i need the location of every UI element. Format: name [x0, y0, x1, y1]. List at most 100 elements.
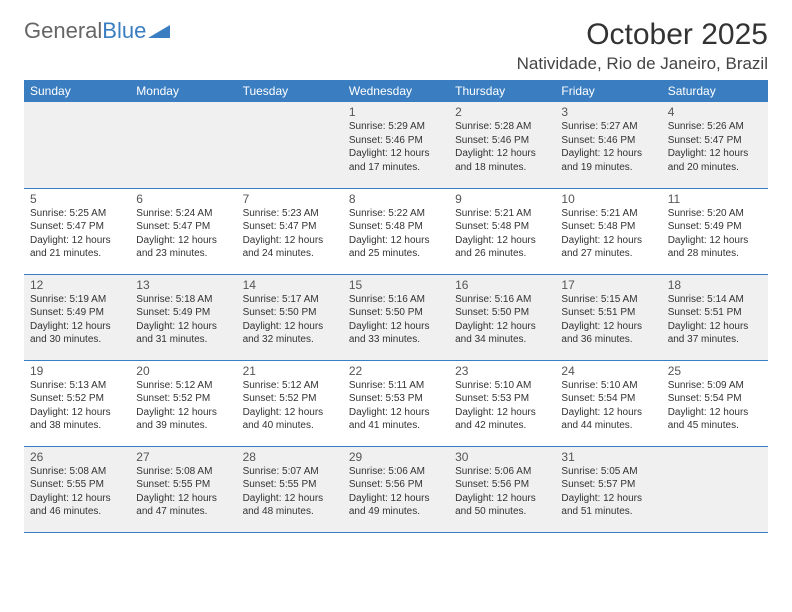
day-number: 10: [561, 192, 655, 206]
day-info: Sunrise: 5:16 AMSunset: 5:50 PMDaylight:…: [455, 293, 549, 347]
day-number: 5: [30, 192, 124, 206]
logo-text-2: Blue: [102, 18, 146, 44]
day-number: 20: [136, 364, 230, 378]
calendar-cell: 15Sunrise: 5:16 AMSunset: 5:50 PMDayligh…: [343, 274, 449, 360]
day-number: 16: [455, 278, 549, 292]
day-info: Sunrise: 5:08 AMSunset: 5:55 PMDaylight:…: [136, 465, 230, 519]
calendar-body: 1Sunrise: 5:29 AMSunset: 5:46 PMDaylight…: [24, 102, 768, 532]
calendar-week-row: 12Sunrise: 5:19 AMSunset: 5:49 PMDayligh…: [24, 274, 768, 360]
calendar-cell: 24Sunrise: 5:10 AMSunset: 5:54 PMDayligh…: [555, 360, 661, 446]
calendar-cell: 12Sunrise: 5:19 AMSunset: 5:49 PMDayligh…: [24, 274, 130, 360]
day-number: 7: [243, 192, 337, 206]
calendar-cell: 3Sunrise: 5:27 AMSunset: 5:46 PMDaylight…: [555, 102, 661, 188]
calendar-cell: 21Sunrise: 5:12 AMSunset: 5:52 PMDayligh…: [237, 360, 343, 446]
calendar-cell: 26Sunrise: 5:08 AMSunset: 5:55 PMDayligh…: [24, 446, 130, 532]
day-number: 6: [136, 192, 230, 206]
day-info: Sunrise: 5:15 AMSunset: 5:51 PMDaylight:…: [561, 293, 655, 347]
day-header: Friday: [555, 80, 661, 102]
calendar-cell: 11Sunrise: 5:20 AMSunset: 5:49 PMDayligh…: [662, 188, 768, 274]
calendar-cell: 29Sunrise: 5:06 AMSunset: 5:56 PMDayligh…: [343, 446, 449, 532]
day-number: 8: [349, 192, 443, 206]
calendar-cell: 6Sunrise: 5:24 AMSunset: 5:47 PMDaylight…: [130, 188, 236, 274]
calendar-cell: 5Sunrise: 5:25 AMSunset: 5:47 PMDaylight…: [24, 188, 130, 274]
day-info: Sunrise: 5:24 AMSunset: 5:47 PMDaylight:…: [136, 207, 230, 261]
day-info: Sunrise: 5:29 AMSunset: 5:46 PMDaylight:…: [349, 120, 443, 174]
day-number: 22: [349, 364, 443, 378]
calendar-table: Sunday Monday Tuesday Wednesday Thursday…: [24, 80, 768, 533]
calendar-cell: 9Sunrise: 5:21 AMSunset: 5:48 PMDaylight…: [449, 188, 555, 274]
day-info: Sunrise: 5:06 AMSunset: 5:56 PMDaylight:…: [349, 465, 443, 519]
day-number: 21: [243, 364, 337, 378]
day-info: Sunrise: 5:21 AMSunset: 5:48 PMDaylight:…: [561, 207, 655, 261]
triangle-icon: [148, 18, 170, 44]
calendar-week-row: 19Sunrise: 5:13 AMSunset: 5:52 PMDayligh…: [24, 360, 768, 446]
day-number: 1: [349, 105, 443, 119]
day-info: Sunrise: 5:16 AMSunset: 5:50 PMDaylight:…: [349, 293, 443, 347]
day-number: 12: [30, 278, 124, 292]
day-info: Sunrise: 5:09 AMSunset: 5:54 PMDaylight:…: [668, 379, 762, 433]
calendar-cell: 4Sunrise: 5:26 AMSunset: 5:47 PMDaylight…: [662, 102, 768, 188]
day-info: Sunrise: 5:12 AMSunset: 5:52 PMDaylight:…: [243, 379, 337, 433]
day-info: Sunrise: 5:17 AMSunset: 5:50 PMDaylight:…: [243, 293, 337, 347]
day-info: Sunrise: 5:25 AMSunset: 5:47 PMDaylight:…: [30, 207, 124, 261]
day-number: 2: [455, 105, 549, 119]
day-number: 9: [455, 192, 549, 206]
day-info: Sunrise: 5:07 AMSunset: 5:55 PMDaylight:…: [243, 465, 337, 519]
day-number: 13: [136, 278, 230, 292]
day-number: 17: [561, 278, 655, 292]
calendar-cell: 22Sunrise: 5:11 AMSunset: 5:53 PMDayligh…: [343, 360, 449, 446]
day-info: Sunrise: 5:23 AMSunset: 5:47 PMDaylight:…: [243, 207, 337, 261]
day-info: Sunrise: 5:08 AMSunset: 5:55 PMDaylight:…: [30, 465, 124, 519]
calendar-cell: 8Sunrise: 5:22 AMSunset: 5:48 PMDaylight…: [343, 188, 449, 274]
calendar-week-row: 1Sunrise: 5:29 AMSunset: 5:46 PMDaylight…: [24, 102, 768, 188]
calendar-cell: 14Sunrise: 5:17 AMSunset: 5:50 PMDayligh…: [237, 274, 343, 360]
day-number: 18: [668, 278, 762, 292]
day-header: Tuesday: [237, 80, 343, 102]
day-header: Monday: [130, 80, 236, 102]
logo: GeneralBlue: [24, 18, 170, 44]
day-info: Sunrise: 5:11 AMSunset: 5:53 PMDaylight:…: [349, 379, 443, 433]
day-number: 23: [455, 364, 549, 378]
page-header: GeneralBlue October 2025 Natividade, Rio…: [24, 18, 768, 74]
calendar-cell: [662, 446, 768, 532]
day-info: Sunrise: 5:27 AMSunset: 5:46 PMDaylight:…: [561, 120, 655, 174]
calendar-cell: 17Sunrise: 5:15 AMSunset: 5:51 PMDayligh…: [555, 274, 661, 360]
title-block: October 2025 Natividade, Rio de Janeiro,…: [517, 18, 768, 74]
month-title: October 2025: [517, 18, 768, 52]
calendar-cell: 19Sunrise: 5:13 AMSunset: 5:52 PMDayligh…: [24, 360, 130, 446]
day-info: Sunrise: 5:10 AMSunset: 5:53 PMDaylight:…: [455, 379, 549, 433]
day-info: Sunrise: 5:21 AMSunset: 5:48 PMDaylight:…: [455, 207, 549, 261]
calendar-cell: [130, 102, 236, 188]
calendar-cell: 27Sunrise: 5:08 AMSunset: 5:55 PMDayligh…: [130, 446, 236, 532]
day-info: Sunrise: 5:13 AMSunset: 5:52 PMDaylight:…: [30, 379, 124, 433]
day-header: Sunday: [24, 80, 130, 102]
day-info: Sunrise: 5:10 AMSunset: 5:54 PMDaylight:…: [561, 379, 655, 433]
calendar-cell: 7Sunrise: 5:23 AMSunset: 5:47 PMDaylight…: [237, 188, 343, 274]
day-number: 27: [136, 450, 230, 464]
calendar-week-row: 26Sunrise: 5:08 AMSunset: 5:55 PMDayligh…: [24, 446, 768, 532]
day-number: 3: [561, 105, 655, 119]
calendar-cell: 2Sunrise: 5:28 AMSunset: 5:46 PMDaylight…: [449, 102, 555, 188]
day-number: 11: [668, 192, 762, 206]
calendar-cell: 31Sunrise: 5:05 AMSunset: 5:57 PMDayligh…: [555, 446, 661, 532]
day-info: Sunrise: 5:18 AMSunset: 5:49 PMDaylight:…: [136, 293, 230, 347]
day-info: Sunrise: 5:26 AMSunset: 5:47 PMDaylight:…: [668, 120, 762, 174]
day-number: 24: [561, 364, 655, 378]
day-header-row: Sunday Monday Tuesday Wednesday Thursday…: [24, 80, 768, 102]
day-info: Sunrise: 5:20 AMSunset: 5:49 PMDaylight:…: [668, 207, 762, 261]
day-number: 15: [349, 278, 443, 292]
day-info: Sunrise: 5:19 AMSunset: 5:49 PMDaylight:…: [30, 293, 124, 347]
calendar-week-row: 5Sunrise: 5:25 AMSunset: 5:47 PMDaylight…: [24, 188, 768, 274]
day-number: 4: [668, 105, 762, 119]
day-number: 25: [668, 364, 762, 378]
calendar-page: GeneralBlue October 2025 Natividade, Rio…: [0, 0, 792, 533]
calendar-cell: 25Sunrise: 5:09 AMSunset: 5:54 PMDayligh…: [662, 360, 768, 446]
day-number: 29: [349, 450, 443, 464]
day-info: Sunrise: 5:06 AMSunset: 5:56 PMDaylight:…: [455, 465, 549, 519]
day-header: Saturday: [662, 80, 768, 102]
calendar-cell: 18Sunrise: 5:14 AMSunset: 5:51 PMDayligh…: [662, 274, 768, 360]
logo-text-1: General: [24, 18, 102, 44]
day-number: 14: [243, 278, 337, 292]
calendar-cell: [24, 102, 130, 188]
calendar-cell: [237, 102, 343, 188]
